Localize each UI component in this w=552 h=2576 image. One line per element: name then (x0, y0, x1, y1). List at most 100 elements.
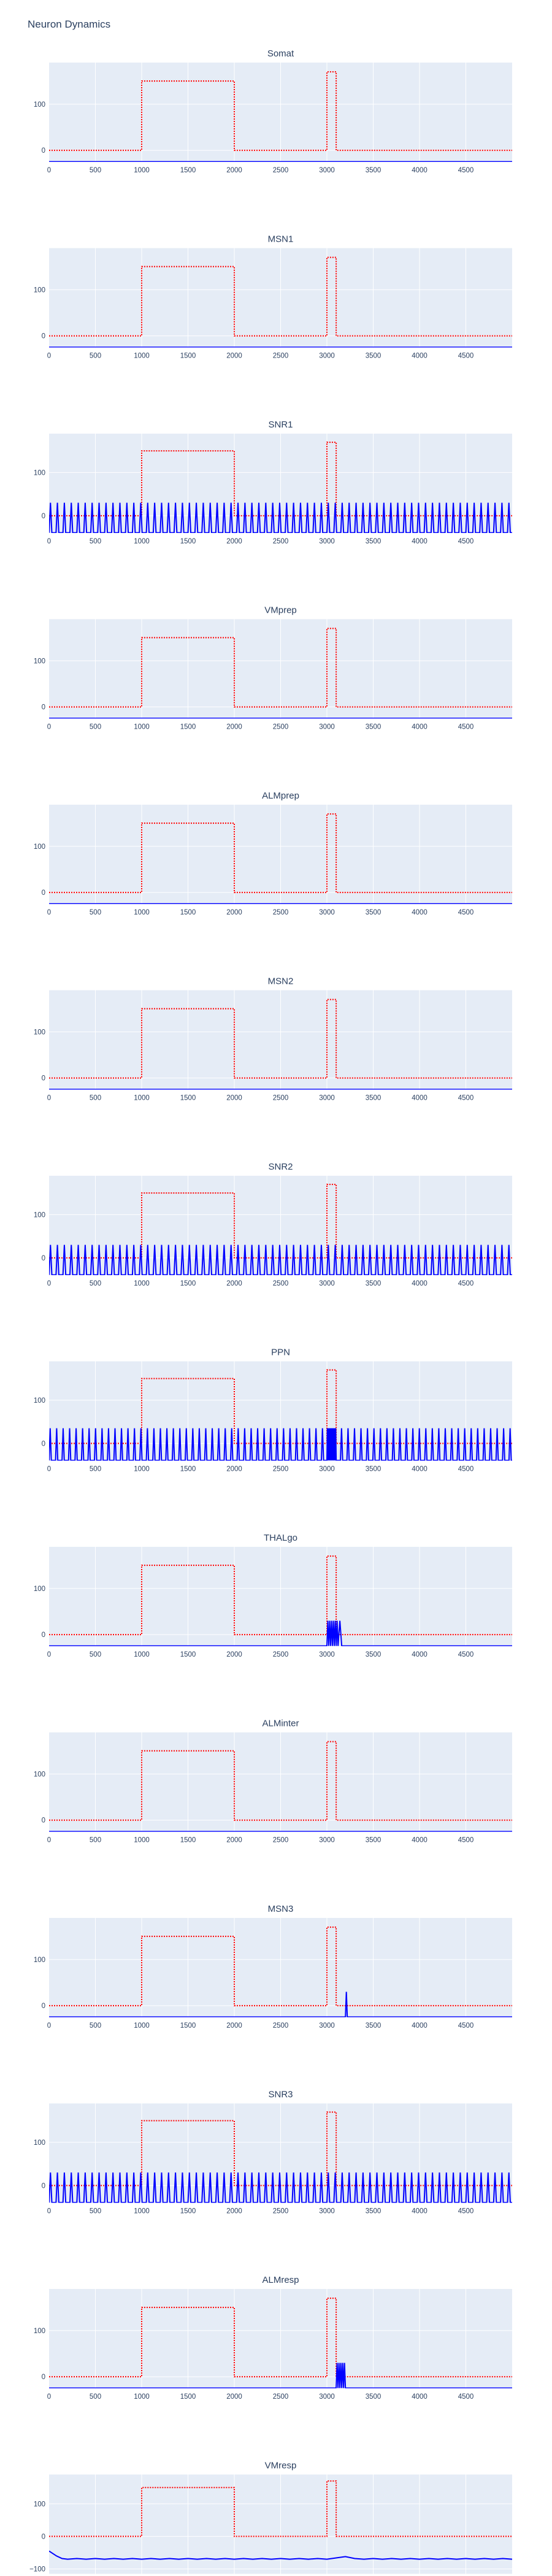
x-tick-label: 4500 (458, 1280, 474, 1287)
y-tick-label: 100 (34, 469, 45, 477)
x-tick-label: 4500 (458, 538, 474, 545)
x-tick-label: 1500 (180, 1651, 196, 1658)
voltage-trace (49, 1620, 512, 1646)
y-tick-label: 100 (34, 2139, 45, 2147)
x-tick-label: 4000 (412, 1280, 427, 1287)
x-tick-label: 4500 (458, 1095, 474, 1102)
input-trace (49, 1369, 512, 1444)
y-tick-label: 0 (42, 889, 45, 897)
x-tick-label: 2000 (226, 2022, 242, 2030)
subplot-title: THALgo (264, 1533, 297, 1543)
x-tick-label: 1500 (180, 353, 196, 360)
y-tick-label: −100 (29, 2566, 45, 2574)
x-tick-label: 2500 (273, 724, 289, 731)
voltage-trace (49, 1991, 512, 2017)
x-tick-label: 0 (47, 909, 51, 916)
x-tick-label: 4500 (458, 2208, 474, 2215)
x-tick-label: 4500 (458, 2393, 474, 2401)
x-tick-label: 1500 (180, 1095, 196, 1102)
x-tick-label: 1000 (134, 1095, 150, 1102)
x-tick-label: 2000 (226, 2393, 242, 2401)
x-tick-label: 3000 (319, 1837, 335, 1844)
x-tick-label: 0 (47, 2393, 51, 2401)
x-tick-label: 1000 (134, 167, 150, 174)
x-tick-label: 0 (47, 2208, 51, 2215)
x-tick-label: 1500 (180, 1837, 196, 1844)
x-tick-label: 2500 (273, 353, 289, 360)
x-tick-label: 3500 (366, 909, 381, 916)
subplot-vmresp: VMresp0500100015002000250030003500400045… (29, 2461, 512, 2574)
x-tick-label: 0 (47, 2022, 51, 2030)
subplot-ppn: PPN 0 500 1000 1500 2000 2500 3000 3500 4000 4500 0… (34, 1347, 512, 1473)
x-tick-label: 500 (90, 2208, 101, 2215)
x-tick-label: 1000 (134, 2208, 150, 2215)
x-tick-label: 3000 (319, 167, 335, 174)
x-tick-label: 4500 (458, 2022, 474, 2030)
y-tick-label: 0 (42, 2003, 45, 2010)
x-tick-label: 1500 (180, 538, 196, 545)
x-tick-label: 3500 (366, 724, 381, 731)
x-tick-label: 2000 (226, 1466, 242, 1473)
x-tick-label: 500 (90, 1095, 101, 1102)
x-tick-label: 3500 (366, 1095, 381, 1102)
x-tick-label: 4000 (412, 2393, 427, 2401)
x-tick-label: 4000 (412, 909, 427, 916)
x-tick-label: 3500 (366, 2208, 381, 2215)
x-tick-label: 500 (90, 1466, 101, 1473)
x-tick-label: 3500 (366, 2022, 381, 2030)
x-tick-label: 2500 (273, 1837, 289, 1844)
x-tick-label: 4000 (412, 538, 427, 545)
x-tick-label: 4000 (412, 167, 427, 174)
y-tick-label: 100 (34, 286, 45, 294)
y-tick-label: 100 (34, 2328, 45, 2335)
x-tick-label: 2000 (226, 2208, 242, 2215)
x-tick-label: 3000 (319, 1466, 335, 1473)
x-tick-label: 2500 (273, 1466, 289, 1473)
x-tick-label: 500 (90, 538, 101, 545)
x-tick-label: 2500 (273, 538, 289, 545)
y-tick-label: 0 (42, 1631, 45, 1639)
page-title: Neuron Dynamics (28, 18, 111, 30)
x-tick-label: 4000 (412, 1651, 427, 1658)
x-tick-label: 0 (47, 1466, 51, 1473)
x-tick-label: 1000 (134, 1280, 150, 1287)
x-tick-label: 4000 (412, 353, 427, 360)
x-tick-label: 1000 (134, 909, 150, 916)
x-tick-label: 4500 (458, 909, 474, 916)
x-tick-label: 500 (90, 167, 101, 174)
x-tick-label: 3500 (366, 1837, 381, 1844)
x-tick-label: 2500 (273, 2208, 289, 2215)
x-tick-label: 4000 (412, 1466, 427, 1473)
y-tick-label: 100 (34, 1029, 45, 1036)
x-tick-label: 3500 (366, 353, 381, 360)
x-tick-label: 3000 (319, 2393, 335, 2401)
x-tick-label: 1500 (180, 2208, 196, 2215)
x-tick-label: 4500 (458, 724, 474, 731)
x-tick-label: 4000 (412, 1095, 427, 1102)
y-tick-label: 100 (34, 843, 45, 851)
x-tick-label: 3000 (319, 353, 335, 360)
x-tick-label: 500 (90, 1651, 101, 1658)
x-tick-label: 500 (90, 1837, 101, 1844)
x-tick-label: 1000 (134, 1837, 150, 1844)
x-tick-label: 1500 (180, 2022, 196, 2030)
x-tick-label: 2000 (226, 909, 242, 916)
x-tick-label: 500 (90, 2022, 101, 2030)
subplot-title: ALMprep (262, 791, 299, 801)
x-tick-label: 2500 (273, 2393, 289, 2401)
x-tick-label: 3000 (319, 2022, 335, 2030)
x-tick-label: 3500 (366, 167, 381, 174)
x-tick-label: 500 (90, 724, 101, 731)
x-tick-label: 1000 (134, 538, 150, 545)
x-tick-label: 2500 (273, 1095, 289, 1102)
y-tick-label: 100 (34, 1771, 45, 1778)
x-tick-label: 4500 (458, 353, 474, 360)
x-tick-label: 2000 (226, 167, 242, 174)
x-tick-label: 4000 (412, 2208, 427, 2215)
